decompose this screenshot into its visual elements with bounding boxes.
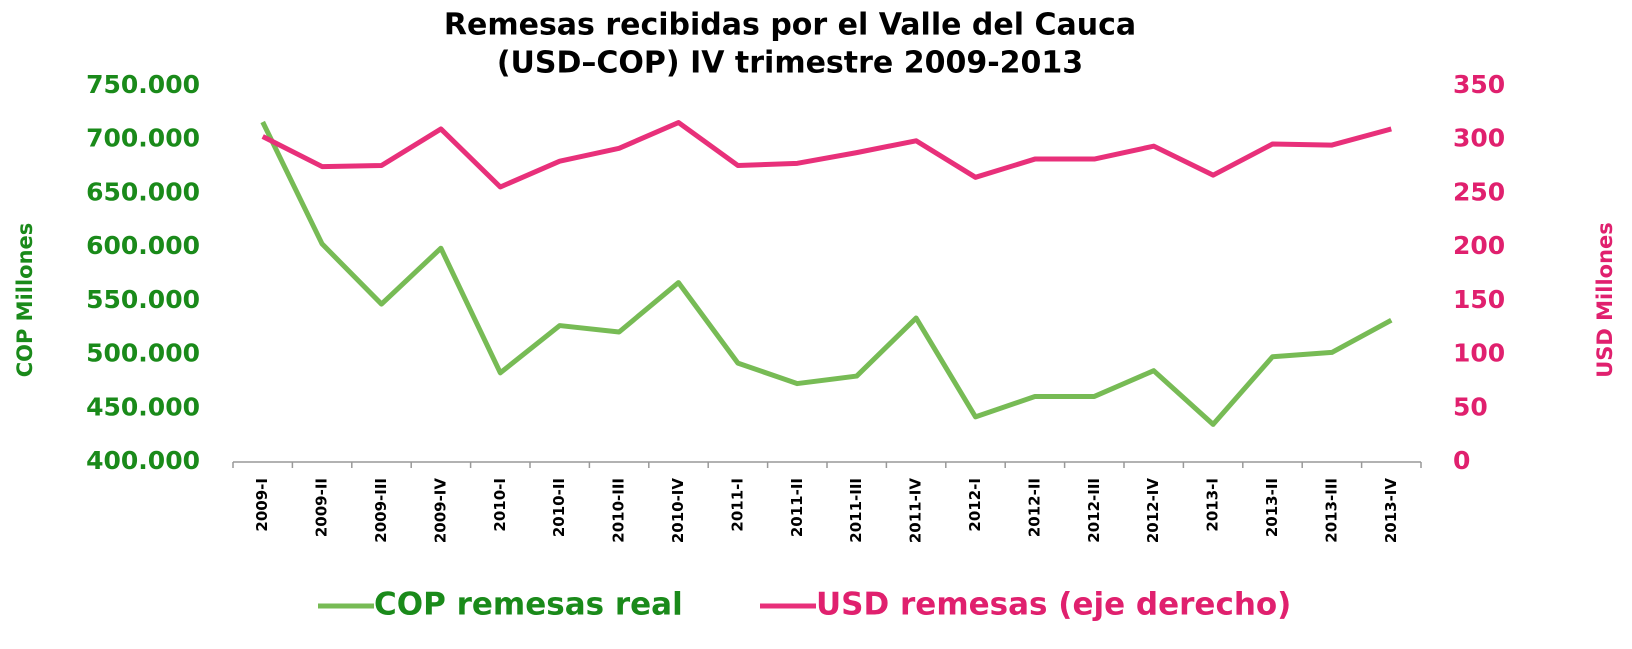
x-tick-label: 2012-II	[1025, 478, 1043, 537]
x-tick-label: 2012-III	[1085, 478, 1103, 543]
y2-axis-label: USD Millones	[1593, 222, 1617, 378]
y2-tick-label: 300	[1453, 124, 1505, 153]
y2-tick-label: 150	[1453, 285, 1505, 314]
y2-tick-label: 250	[1453, 177, 1505, 206]
y-tick-label: 400.000	[86, 446, 200, 475]
x-tick-label: 2012-I	[966, 478, 984, 532]
series-line	[260, 120, 1393, 427]
x-tick-label: 2010-IV	[669, 478, 687, 544]
x-tick-label: 2011-II	[788, 478, 806, 537]
y-tick-label: 450.000	[86, 392, 200, 421]
x-tick-label: 2013-IV	[1382, 478, 1400, 544]
x-tick-label: 2011-III	[847, 478, 865, 543]
x-tick-label: 2009-IV	[431, 478, 449, 544]
legend-label: USD remesas (eje derecho)	[816, 587, 1291, 623]
y-tick-label: 700.000	[86, 124, 200, 153]
y-tick-label: 750.000	[86, 70, 200, 99]
x-tick-label: 2010-II	[550, 478, 568, 537]
x-tick-label: 2012-IV	[1144, 478, 1162, 544]
legend-label: COP remesas real	[374, 587, 683, 623]
x-tick-label: 2011-I	[728, 478, 746, 532]
x-tick-label: 2011-IV	[907, 478, 925, 544]
x-tick-label: 2010-I	[491, 478, 509, 532]
y2-tick-label: 0	[1453, 446, 1470, 475]
y-tick-label: 550.000	[86, 285, 200, 314]
y2-tick-label: 350	[1453, 70, 1505, 99]
y2-tick-label: 100	[1453, 339, 1505, 368]
x-tick-label: 2013-III	[1322, 478, 1340, 543]
x-tick-label: 2009-II	[313, 478, 331, 537]
chart-title: (USD–COP) IV trimestre 2009-2013	[497, 46, 1083, 81]
y2-tick-label: 200	[1453, 231, 1505, 260]
x-tick-label: 2013-II	[1263, 478, 1281, 537]
x-tick-label: 2013-I	[1204, 478, 1222, 532]
x-tick-label: 2009-I	[253, 478, 271, 532]
chart-title: Remesas recibidas por el Valle del Cauca	[444, 8, 1136, 43]
y-tick-label: 500.000	[86, 339, 200, 368]
series-line	[261, 120, 1392, 190]
x-tick-label: 2009-III	[372, 478, 390, 543]
y-tick-label: 650.000	[86, 177, 200, 206]
y2-tick-label: 50	[1453, 392, 1488, 421]
y-tick-label: 600.000	[86, 231, 200, 260]
x-tick-label: 2010-III	[610, 478, 628, 543]
y-axis-label: COP Millones	[13, 223, 37, 378]
